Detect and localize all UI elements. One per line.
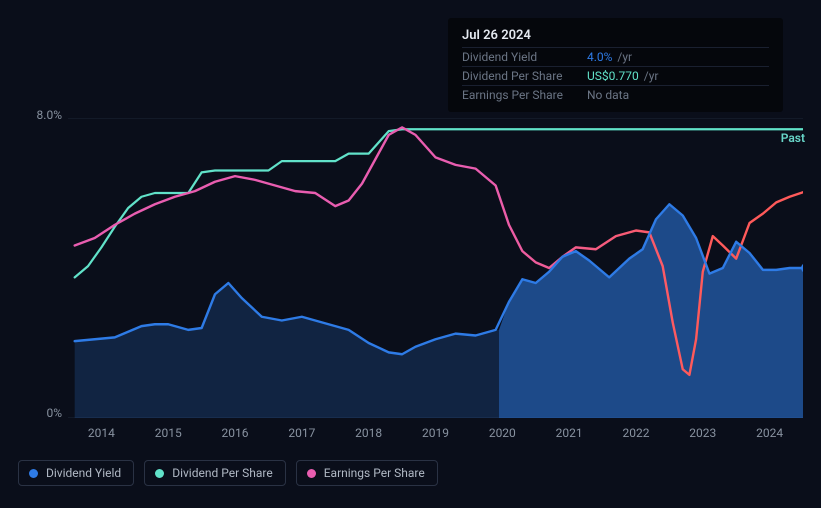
- legend-label: Dividend Per Share: [172, 466, 273, 480]
- past-marker-label: Past: [781, 131, 805, 145]
- x-axis-tick: 2020: [489, 426, 516, 440]
- x-axis-tick: 2015: [155, 426, 182, 440]
- tooltip-key: Earnings Per Share: [462, 88, 587, 102]
- chart-container: Jul 26 2024 Dividend Yield4.0% /yrDivide…: [18, 18, 803, 458]
- x-axis-tick: 2016: [222, 426, 249, 440]
- x-axis-tick: 2023: [689, 426, 716, 440]
- x-axis-tick: 2021: [556, 426, 583, 440]
- x-axis-tick: 2024: [756, 426, 783, 440]
- tooltip-value: No data: [587, 88, 629, 102]
- legend-item-earnings_per_share[interactable]: Earnings Per Share: [296, 460, 438, 486]
- x-axis-tick: 2019: [422, 426, 449, 440]
- legend-dot-icon: [155, 469, 164, 478]
- legend-item-dividend_per_share[interactable]: Dividend Per Share: [144, 460, 286, 486]
- tooltip-key: Dividend Per Share: [462, 69, 587, 83]
- y-axis-max-label: 8.0%: [37, 108, 62, 122]
- x-axis-tick: 2017: [288, 426, 315, 440]
- legend-item-dividend_yield[interactable]: Dividend Yield: [18, 460, 134, 486]
- y-axis-min-label: 0%: [46, 406, 62, 420]
- legend-dot-icon: [29, 469, 38, 478]
- tooltip-key: Dividend Yield: [462, 50, 587, 64]
- legend-dot-icon: [307, 469, 316, 478]
- chart-legend: Dividend Yield Dividend Per Share Earnings…: [18, 460, 438, 486]
- tooltip-value: US$0.770 /yr: [587, 69, 658, 83]
- tooltip-date: Jul 26 2024: [462, 28, 769, 43]
- legend-label: Earnings Per Share: [324, 466, 425, 480]
- chart-tooltip: Jul 26 2024 Dividend Yield4.0% /yrDivide…: [448, 18, 783, 112]
- tooltip-row: Earnings Per ShareNo data: [462, 85, 769, 104]
- x-axis-tick: 2022: [622, 426, 649, 440]
- legend-label: Dividend Yield: [46, 466, 121, 480]
- chart-plot[interactable]: [68, 118, 803, 418]
- tooltip-row: Dividend Per ShareUS$0.770 /yr: [462, 66, 769, 85]
- x-axis-tick: 2014: [88, 426, 115, 440]
- tooltip-row: Dividend Yield4.0% /yr: [462, 47, 769, 66]
- tooltip-value: 4.0% /yr: [587, 50, 632, 64]
- x-axis: 2014 2015 2016 2017 2018 2019 2020 2021 2022 2023…: [68, 426, 803, 444]
- x-axis-tick: 2018: [355, 426, 382, 440]
